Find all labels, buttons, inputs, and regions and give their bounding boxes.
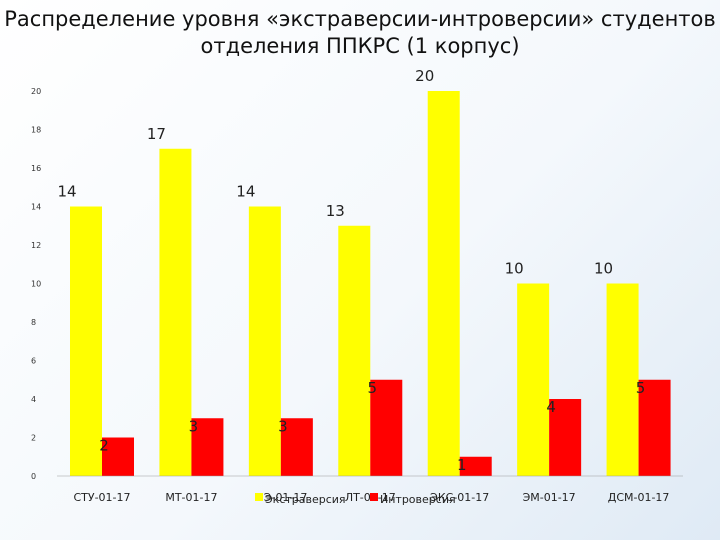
x-tick-label: СТУ-01-17 bbox=[73, 491, 130, 504]
data-label: 10 bbox=[505, 260, 524, 278]
y-tick-label: 10 bbox=[31, 280, 41, 289]
x-tick-label: МЭ-01-17 bbox=[254, 491, 307, 504]
data-label: 20 bbox=[415, 67, 434, 85]
data-label: 3 bbox=[189, 417, 199, 435]
y-tick-label: 8 bbox=[31, 318, 36, 327]
legend: Экстраверсия Интроверсия bbox=[255, 493, 456, 506]
y-tick-label: 0 bbox=[31, 472, 36, 481]
legend-swatch bbox=[255, 493, 263, 501]
legend-label: Интроверсия bbox=[380, 493, 456, 506]
bar-extraversion bbox=[159, 148, 192, 476]
data-label: 5 bbox=[368, 379, 378, 397]
data-label: 14 bbox=[236, 183, 255, 201]
y-tick-label: 2 bbox=[31, 434, 36, 443]
bar-introversion bbox=[459, 456, 492, 476]
y-tick-label: 6 bbox=[31, 357, 36, 366]
legend-swatch bbox=[370, 493, 378, 501]
bar-introversion bbox=[370, 379, 403, 476]
legend-label: Экстраверсия bbox=[265, 493, 346, 506]
data-label: 2 bbox=[99, 437, 109, 455]
data-label: 17 bbox=[147, 125, 166, 143]
data-label: 14 bbox=[57, 183, 76, 201]
x-tick-label: ДСМ-01-17 bbox=[608, 491, 670, 504]
data-label: 3 bbox=[278, 417, 288, 435]
bar-extraversion bbox=[606, 283, 639, 476]
bar-extraversion bbox=[248, 206, 281, 476]
y-axis: 0 2 4 6 8 10 12 14 16 18 20 bbox=[31, 87, 41, 481]
x-tick-label: МТ-01-17 bbox=[165, 491, 217, 504]
data-label: 10 bbox=[594, 260, 613, 278]
data-label: 4 bbox=[546, 398, 556, 416]
data-label: 5 bbox=[636, 379, 646, 397]
bar-extraversion bbox=[70, 206, 102, 476]
chart-title-line-1: Распределение уровня «экстраверсии-интро… bbox=[4, 7, 716, 31]
bar-extraversion bbox=[427, 91, 460, 476]
bar-introversion bbox=[102, 437, 134, 476]
y-tick-label: 20 bbox=[31, 87, 41, 96]
bar-extraversion bbox=[338, 225, 371, 476]
bar-introversion bbox=[191, 418, 224, 476]
bar-introversion bbox=[549, 399, 582, 476]
chart-title-line-2: отделения ППКРС (1 корпус) bbox=[200, 34, 520, 58]
bar-introversion bbox=[638, 379, 671, 476]
y-tick-label: 14 bbox=[31, 203, 41, 212]
bar-extraversion bbox=[517, 283, 550, 476]
data-label: 13 bbox=[326, 202, 345, 220]
y-tick-label: 18 bbox=[31, 126, 41, 135]
x-tick-label: ЭМ-01-17 bbox=[523, 491, 576, 504]
bars bbox=[70, 91, 671, 476]
data-label: 1 bbox=[457, 456, 467, 474]
y-tick-label: 12 bbox=[31, 241, 41, 250]
bar-introversion bbox=[280, 418, 313, 476]
y-tick-label: 16 bbox=[31, 164, 41, 173]
chart-title: Распределение уровня «экстраверсии-интро… bbox=[0, 6, 720, 60]
x-tick-label: ЭКС-01-17 bbox=[430, 491, 489, 504]
y-tick-label: 4 bbox=[31, 395, 36, 404]
